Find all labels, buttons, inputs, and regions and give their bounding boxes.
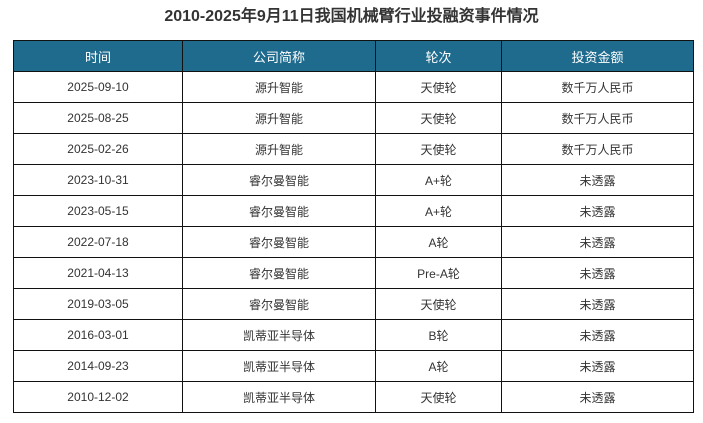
cell-amount: 未透露 [501,350,694,382]
table-row: 2021-04-13 睿尔曼智能 Pre-A轮 未透露 [13,257,694,289]
table-row: 2025-09-10 源升智能 天使轮 数千万人民币 [13,71,694,103]
cell-company: 睿尔曼智能 [182,164,376,196]
cell-company: 睿尔曼智能 [182,288,376,320]
cell-date: 2023-10-31 [13,164,183,196]
cell-date: 2025-02-26 [13,133,183,165]
cell-date: 2016-03-01 [13,319,183,351]
table-row: 2016-03-01 凯蒂亚半导体 B轮 未透露 [13,319,694,351]
cell-date: 2014-09-23 [13,350,183,382]
cell-amount: 数千万人民币 [501,133,694,165]
cell-company: 凯蒂亚半导体 [182,381,376,413]
table-row: 2019-03-05 睿尔曼智能 天使轮 未透露 [13,288,694,320]
cell-date: 2021-04-13 [13,257,183,289]
cell-date: 2025-08-25 [13,102,183,134]
cell-round: 天使轮 [375,381,502,413]
column-header-date: 时间 [13,40,183,72]
table-header-row: 时间 公司简称 轮次 投资金额 [13,40,694,72]
cell-round: 天使轮 [375,71,502,103]
cell-company: 源升智能 [182,133,376,165]
table-row: 2014-09-23 凯蒂亚半导体 A轮 未透露 [13,350,694,382]
cell-company: 源升智能 [182,71,376,103]
cell-company: 睿尔曼智能 [182,226,376,258]
cell-company: 源升智能 [182,102,376,134]
cell-date: 2023-05-15 [13,195,183,227]
column-header-amount: 投资金额 [501,40,694,72]
cell-round: A+轮 [375,195,502,227]
cell-date: 2025-09-10 [13,71,183,103]
column-header-round: 轮次 [375,40,502,72]
cell-amount: 数千万人民币 [501,71,694,103]
cell-company: 睿尔曼智能 [182,195,376,227]
cell-round: 天使轮 [375,102,502,134]
cell-date: 2019-03-05 [13,288,183,320]
table-row: 2023-10-31 睿尔曼智能 A+轮 未透露 [13,164,694,196]
cell-round: A轮 [375,226,502,258]
cell-round: A+轮 [375,164,502,196]
cell-round: B轮 [375,319,502,351]
cell-round: Pre-A轮 [375,257,502,289]
table-row: 2025-08-25 源升智能 天使轮 数千万人民币 [13,102,694,134]
cell-round: 天使轮 [375,133,502,165]
cell-round: A轮 [375,350,502,382]
cell-company: 睿尔曼智能 [182,257,376,289]
table-row: 2025-02-26 源升智能 天使轮 数千万人民币 [13,133,694,165]
cell-amount: 未透露 [501,381,694,413]
cell-amount: 未透露 [501,195,694,227]
column-header-company: 公司简称 [182,40,376,72]
cell-amount: 未透露 [501,319,694,351]
cell-amount: 未透露 [501,226,694,258]
table-row: 2022-07-18 睿尔曼智能 A轮 未透露 [13,226,694,258]
table-row: 2010-12-02 凯蒂亚半导体 天使轮 未透露 [13,381,694,413]
cell-date: 2010-12-02 [13,381,183,413]
cell-company: 凯蒂亚半导体 [182,319,376,351]
cell-round: 天使轮 [375,288,502,320]
page-title: 2010-2025年9月11日我国机械臂行业投融资事件情况 [164,8,539,25]
cell-amount: 未透露 [501,288,694,320]
cell-amount: 未透露 [501,257,694,289]
table-row: 2023-05-15 睿尔曼智能 A+轮 未透露 [13,195,694,227]
cell-date: 2022-07-18 [13,226,183,258]
cell-company: 凯蒂亚半导体 [182,350,376,382]
cell-amount: 数千万人民币 [501,102,694,134]
cell-amount: 未透露 [501,164,694,196]
investment-table: 时间 公司简称 轮次 投资金额 2025-09-10 源升智能 天使轮 数千万人民币 2025… [13,40,694,413]
